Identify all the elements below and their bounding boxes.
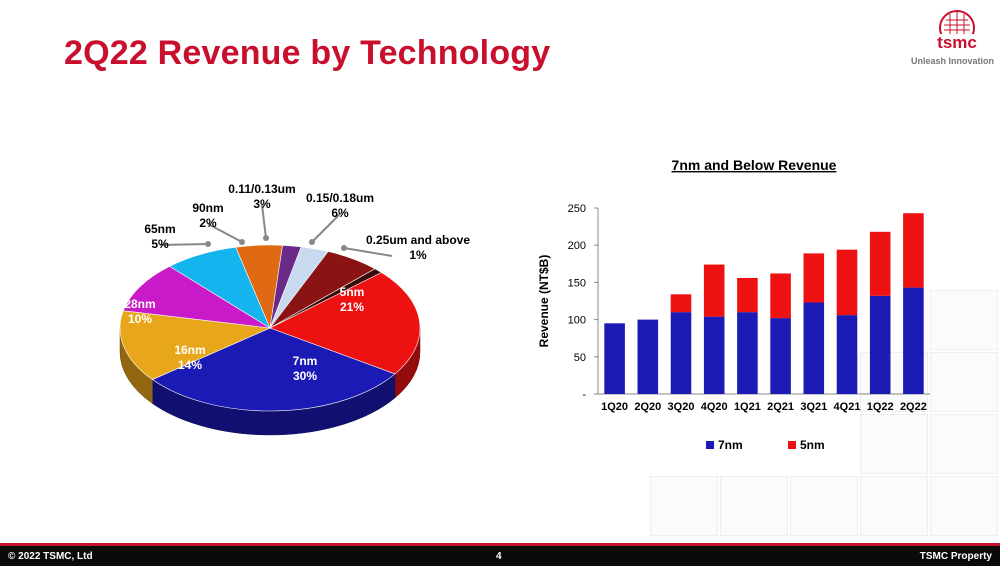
bar-7nm (604, 323, 625, 394)
pie-slice-percent: 5% (151, 237, 169, 251)
pie-top-layer (120, 245, 420, 411)
x-tick-label: 3Q21 (800, 401, 827, 413)
x-tick-label: 2Q21 (767, 401, 794, 413)
pie-slice-label: 16nm (174, 343, 205, 357)
footer-page-number: 4 (496, 551, 502, 562)
legend-swatch (706, 441, 714, 449)
background-tile (930, 290, 998, 350)
pie-slice-label: 90nm (192, 201, 223, 215)
x-tick-label: 4Q21 (834, 401, 861, 413)
background-tile (930, 352, 998, 412)
bar-7nm (770, 318, 791, 394)
y-tick-label: 200 (568, 240, 586, 252)
bar-chart-svg: 7nm and Below Revenue Revenue (NT$B) - 50 10… (520, 150, 940, 470)
bar-5nm (804, 253, 825, 302)
logo-text: tsmc (937, 33, 977, 52)
pie-slice-percent: 21% (340, 300, 364, 314)
bar-5nm (770, 273, 791, 318)
x-tick-label: 2Q22 (900, 401, 927, 413)
pie-chart: 5nm 21% 7nm 30% 16nm 14% 28nm 10% 40/45nm 8% 65nm 5… (0, 150, 500, 450)
bar-7nm (638, 320, 659, 394)
pie-slice-percent: 3% (253, 197, 271, 211)
bar-chart: 7nm and Below Revenue Revenue (NT$B) - 50 10… (520, 150, 940, 470)
x-tick-label: 3Q20 (668, 401, 695, 413)
bar-chart-ylabel: Revenue (NT$B) (537, 255, 551, 348)
pie-slice-percent: 10% (128, 312, 152, 326)
pie-leader-dot (205, 241, 211, 247)
page-title: 2Q22 Revenue by Technology (64, 34, 550, 73)
pie-leader-dot (263, 235, 269, 241)
pie-slice-percent: 2% (199, 216, 217, 230)
pie-slice-label: 0.25um and above (366, 233, 470, 247)
pie-slice-percent: 1% (409, 248, 427, 262)
background-tile (720, 476, 788, 536)
pie-slice-label: 0.15/0.18um (306, 191, 374, 205)
pie-slice-label: 28nm (124, 297, 155, 311)
bar-chart-title: 7nm and Below Revenue (672, 157, 837, 173)
pie-leader-dot (309, 239, 315, 245)
bar-5nm (671, 294, 692, 312)
background-tile (650, 476, 718, 536)
bar-7nm (737, 312, 758, 394)
footer-copyright: © 2022 TSMC, Ltd (8, 551, 93, 562)
pie-slice-label: 5nm (340, 285, 365, 299)
x-tick-label: 4Q20 (701, 401, 728, 413)
tagline: Unleash Innovation (911, 56, 994, 66)
x-tick-label: 1Q20 (601, 401, 628, 413)
pie-leader-dot (239, 239, 245, 245)
pie-slice-percent: 8% (91, 265, 109, 279)
x-tick-label: 1Q22 (867, 401, 894, 413)
pie-slice-percent: 30% (293, 369, 317, 383)
bar-7nm (870, 296, 891, 394)
bar-7nm (804, 302, 825, 394)
bar-5nm (704, 265, 725, 317)
bar-7nm (704, 317, 725, 394)
legend-swatch (788, 441, 796, 449)
y-tick-label: 100 (568, 315, 586, 327)
bar-7nm (903, 288, 924, 394)
background-tile (930, 476, 998, 536)
pie-slice-label: 0.11/0.13um (228, 182, 295, 196)
bar-5nm (903, 213, 924, 287)
bar-5nm (837, 250, 858, 315)
legend-label: 5nm (800, 438, 825, 452)
pie-slice-label: 40/45nm (76, 250, 124, 264)
bar-5nm (870, 232, 891, 296)
background-tile (860, 476, 928, 536)
pie-slice-label: 65nm (144, 222, 175, 236)
bar-5nm (737, 278, 758, 312)
pie-leader-dot (341, 245, 347, 251)
pie-leader-line (344, 248, 392, 256)
legend-label: 7nm (718, 438, 743, 452)
footer: © 2022 TSMC, Ltd 4 TSMC Property (0, 546, 1000, 566)
y-tick-label: 50 (574, 352, 586, 364)
x-tick-label: 1Q21 (734, 401, 761, 413)
y-tick-label: - (582, 389, 586, 401)
pie-slice-label: 7nm (293, 354, 318, 368)
bar-7nm (671, 312, 692, 394)
y-tick-label: 250 (568, 203, 586, 215)
y-tick-label: 150 (568, 277, 586, 289)
pie-slice-percent: 6% (331, 206, 349, 220)
pie-slice-percent: 14% (178, 358, 202, 372)
background-tile (930, 414, 998, 474)
bar-7nm (837, 315, 858, 394)
background-tile (790, 476, 858, 536)
x-tick-label: 2Q20 (634, 401, 661, 413)
footer-property: TSMC Property (920, 551, 992, 562)
